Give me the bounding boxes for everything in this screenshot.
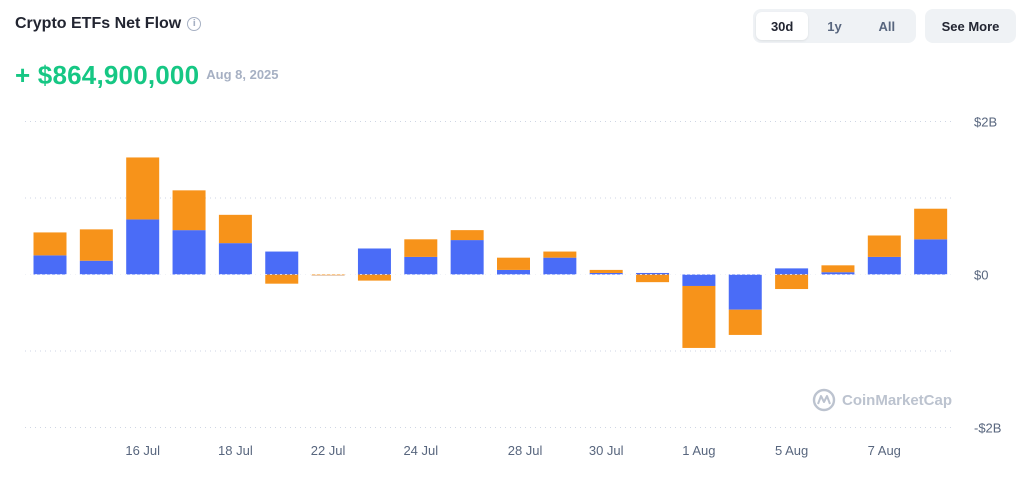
x-tick-label: 16 Jul [125,443,160,458]
bar-blue-10[interactable] [497,269,530,275]
y-tick-label: $2B [974,115,997,130]
range-all-button[interactable]: All [861,12,913,40]
coinmarketcap-logo-icon [812,388,836,412]
chart-title-text: Crypto ETFs Net Flow [15,15,182,32]
y-tick-label: $0 [974,268,988,283]
info-icon[interactable]: i [187,17,202,31]
bar-blue-9[interactable] [450,240,484,275]
bar-orange-13[interactable] [636,274,670,283]
bar-orange-16[interactable] [775,274,809,290]
coinmarketcap-watermark: CoinMarketCap [812,388,952,412]
bar-orange-8[interactable] [404,239,438,257]
bar-orange-0[interactable] [33,232,67,256]
bar-orange-11[interactable] [543,251,577,258]
x-tick-label: 30 Jul [589,443,624,458]
x-tick-label: 28 Jul [508,443,543,458]
watermark-text: CoinMarketCap [842,392,952,409]
bar-blue-0[interactable] [33,255,67,275]
bar-blue-4[interactable] [218,243,252,275]
bar-orange-5[interactable] [265,274,299,284]
x-tick-label: 7 Aug [868,443,901,458]
bar-orange-15[interactable] [728,309,762,335]
bar-blue-14[interactable] [682,274,716,286]
bar-orange-2[interactable] [126,157,160,220]
bar-orange-4[interactable] [218,214,252,244]
range-1y-button[interactable]: 1y [808,12,860,40]
bar-blue-16[interactable] [775,268,809,275]
coinmarketcap-logo-mark [817,395,831,405]
bar-orange-17[interactable] [821,265,855,273]
bar-blue-1[interactable] [79,260,113,275]
bar-orange-19[interactable] [914,208,948,240]
bar-blue-12[interactable] [589,272,623,275]
y-axis: $2B $0 -$2B [974,115,1001,436]
chart-bars [25,157,955,348]
bar-blue-8[interactable] [404,256,438,275]
net-flow-date: Aug 8, 2025 [206,67,279,82]
chart-title: Crypto ETFs Net Flow i [15,15,202,33]
bar-orange-10[interactable] [497,257,530,270]
range-30d-button[interactable]: 30d [756,12,809,40]
bar-orange-9[interactable] [450,230,484,241]
x-tick-label: 1 Aug [682,443,715,458]
x-tick-label: 5 Aug [775,443,808,458]
x-axis: 16 Jul 18 Jul 22 Jul 24 Jul 28 Jul 30 Jul 1 Au… [125,443,901,458]
bar-blue-15[interactable] [728,274,762,310]
x-tick-label: 24 Jul [403,443,438,458]
bar-blue-13[interactable] [636,272,670,275]
bar-orange-3[interactable] [172,190,206,231]
bar-blue-7[interactable] [357,248,391,275]
bar-blue-3[interactable] [172,230,206,275]
bar-blue-2[interactable] [126,219,160,275]
time-range-selector: 30d 1y All [753,9,916,43]
y-tick-label: -$2B [974,421,1001,436]
bar-blue-11[interactable] [543,257,577,275]
bar-blue-5[interactable] [265,251,299,275]
bar-orange-18[interactable] [867,235,901,257]
bar-orange-12[interactable] [589,269,623,273]
bar-orange-7[interactable] [357,274,391,281]
x-tick-label: 22 Jul [311,443,346,458]
bar-orange-1[interactable] [79,229,113,261]
net-flow-summary: + $864,900,000 Aug 8, 2025 [15,60,279,91]
net-flow-value: + $864,900,000 [15,60,200,90]
bar-blue-19[interactable] [914,239,948,275]
x-tick-label: 18 Jul [218,443,253,458]
bar-blue-18[interactable] [867,256,901,275]
see-more-button[interactable]: See More [925,9,1016,43]
bar-blue-17[interactable] [821,272,855,275]
bar-orange-6[interactable] [311,274,345,276]
bar-orange-14[interactable] [682,285,716,348]
